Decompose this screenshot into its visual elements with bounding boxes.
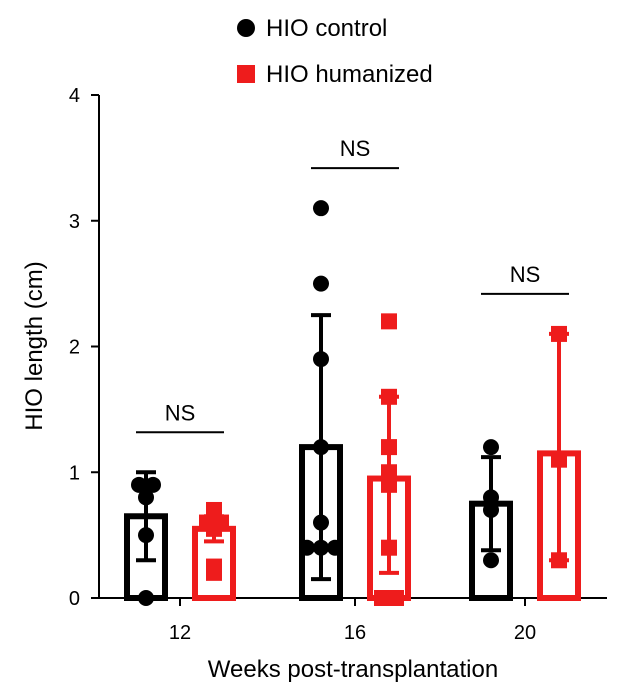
- data-point-humanized: [206, 558, 222, 575]
- data-point-control: [313, 275, 329, 292]
- data-point-control: [483, 439, 499, 456]
- y-tick-label: 1: [69, 462, 80, 484]
- data-point-humanized: [381, 313, 397, 330]
- data-point-humanized: [213, 514, 229, 531]
- data-point-humanized: [381, 439, 397, 456]
- data-points: [131, 200, 567, 606]
- data-point-control: [313, 514, 329, 531]
- data-point-control: [313, 539, 329, 556]
- data-point-humanized: [381, 388, 397, 405]
- data-point-humanized: [381, 539, 397, 556]
- data-point-control: [313, 439, 329, 456]
- data-point-control: [299, 539, 315, 556]
- legend: HIO control HIO humanized: [237, 15, 433, 88]
- data-point-control: [313, 351, 329, 368]
- y-tick-label: 2: [69, 337, 80, 359]
- data-point-control: [483, 501, 499, 518]
- significance-label: NS: [510, 262, 541, 287]
- data-point-humanized: [374, 590, 390, 606]
- data-point-control: [313, 200, 329, 217]
- data-point-humanized: [551, 325, 567, 342]
- significance-label: NS: [165, 400, 196, 425]
- legend-label-humanized: HIO humanized: [266, 61, 433, 88]
- data-point-control: [131, 476, 147, 493]
- data-point-control: [138, 489, 154, 506]
- x-tick-label: 20: [514, 622, 536, 644]
- y-ticks: 0 1 2 3 4: [69, 85, 99, 610]
- data-point-humanized: [381, 464, 397, 481]
- x-tick-label: 12: [169, 622, 191, 644]
- legend-marker-control: [237, 19, 255, 37]
- data-point-control: [145, 476, 161, 493]
- x-tick-label: 16: [344, 622, 366, 644]
- x-ticks: 12 16 20: [169, 598, 536, 644]
- data-point-control: [483, 552, 499, 569]
- data-point-control: [483, 489, 499, 506]
- data-point-humanized: [199, 514, 215, 531]
- y-tick-label: 4: [69, 85, 80, 107]
- data-point-humanized: [381, 476, 397, 493]
- y-tick-label: 3: [69, 211, 80, 233]
- y-tick-label: 0: [69, 588, 80, 610]
- data-point-humanized: [388, 590, 404, 606]
- significance-label: NS: [340, 136, 371, 161]
- data-point-humanized: [551, 451, 567, 468]
- legend-marker-humanized: [237, 65, 255, 83]
- data-point-control: [138, 527, 154, 544]
- data-point-humanized: [551, 552, 567, 569]
- bars: [124, 313, 581, 602]
- y-axis-title: HIO length (cm): [21, 261, 48, 430]
- data-point-control: [138, 590, 154, 606]
- significance-annotations: NS NS NS: [136, 136, 569, 434]
- legend-label-control: HIO control: [266, 15, 387, 42]
- x-axis-title: Weeks post-transplantation: [208, 656, 498, 683]
- data-point-humanized: [206, 501, 222, 518]
- data-point-control: [327, 539, 343, 556]
